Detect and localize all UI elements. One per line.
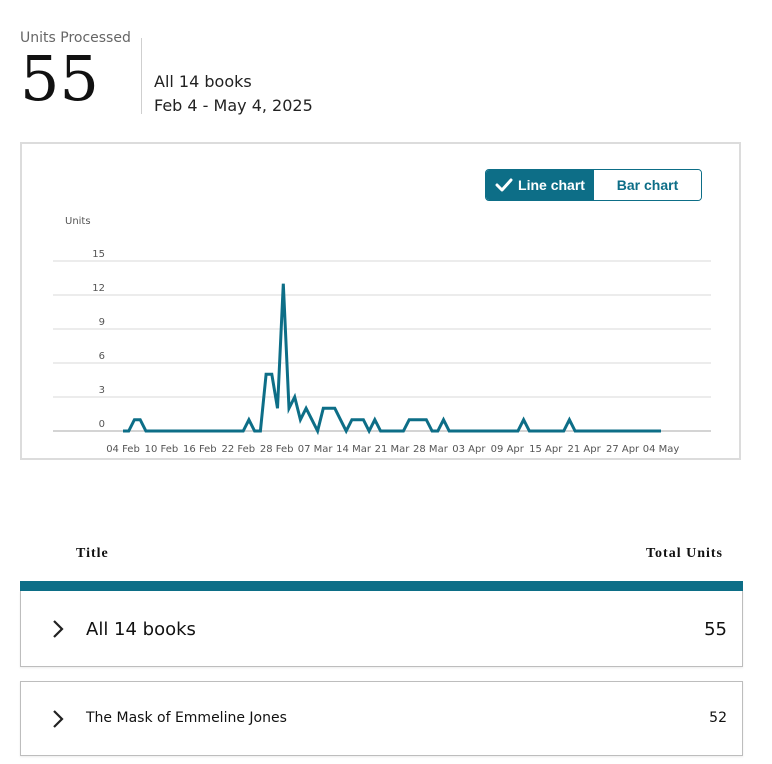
x-tick-label: 15 Apr <box>529 444 563 455</box>
row-title: All 14 books <box>86 619 196 640</box>
kpi-label: Units Processed <box>20 30 131 46</box>
chevron-right-icon[interactable] <box>51 619 65 639</box>
x-tick-label: 10 Feb <box>145 444 179 455</box>
y-tick-label: 6 <box>99 351 105 362</box>
x-tick-label: 27 Apr <box>606 444 640 455</box>
checkmark-icon <box>495 178 513 192</box>
chart-type-toggle: Line chart Bar chart <box>485 169 702 201</box>
x-tick-label: 07 Mar <box>298 444 334 455</box>
table-row[interactable]: The Mask of Emmeline Jones 52 <box>20 681 743 756</box>
chevron-right-icon[interactable] <box>51 709 65 729</box>
row-total-units: 52 <box>709 710 727 726</box>
x-tick-label: 14 Mar <box>336 444 372 455</box>
line-chart: 0 3 6 9 12 15 04 Feb 10 Feb 16 Feb 22 Feb 28 Feb 07… <box>53 249 711 455</box>
y-axis-label: Units <box>65 216 91 227</box>
row-total-units: 55 <box>704 619 727 640</box>
y-tick-label: 15 <box>92 249 105 260</box>
y-tick-label: 9 <box>99 317 105 328</box>
x-tick-label: 09 Apr <box>491 444 525 455</box>
bar-chart-label: Bar chart <box>616 177 679 193</box>
column-header-total-units[interactable]: Total Units <box>645 546 723 561</box>
x-tick-label: 22 Feb <box>221 444 255 455</box>
row-title: The Mask of Emmeline Jones <box>86 710 287 726</box>
x-tick-label: 04 Feb <box>106 444 140 455</box>
scope-text: All 14 books <box>154 72 252 91</box>
table-row[interactable]: All 14 books 55 <box>20 591 743 667</box>
column-header-title[interactable]: Title <box>76 546 109 561</box>
x-tick-label: 03 Apr <box>452 444 486 455</box>
y-tick-label: 3 <box>99 385 105 396</box>
x-tick-label: 04 May <box>643 444 680 455</box>
y-tick-label: 12 <box>92 283 105 294</box>
line-chart-label: Line chart <box>518 177 585 193</box>
line-chart-button[interactable]: Line chart <box>486 170 594 200</box>
summary-divider <box>141 38 142 114</box>
bar-chart-button[interactable]: Bar chart <box>594 170 701 200</box>
date-range-text: Feb 4 - May 4, 2025 <box>154 96 313 115</box>
kpi-value: 55 <box>20 42 99 115</box>
x-tick-label: 21 Apr <box>568 444 602 455</box>
x-tick-label: 16 Feb <box>183 444 217 455</box>
series-line-units <box>123 283 661 436</box>
y-tick-label: 0 <box>99 419 105 430</box>
table-accent-bar <box>20 581 743 591</box>
chart-card: 0 3 6 9 12 15 04 Feb 10 Feb 16 Feb 22 Feb 28 Feb 07… <box>20 142 741 460</box>
summary-header: Units Processed 55 All 14 books Feb 4 - … <box>20 30 760 120</box>
x-tick-label: 21 Mar <box>375 444 411 455</box>
x-tick-label: 28 Feb <box>260 444 294 455</box>
x-tick-label: 28 Mar <box>413 444 449 455</box>
